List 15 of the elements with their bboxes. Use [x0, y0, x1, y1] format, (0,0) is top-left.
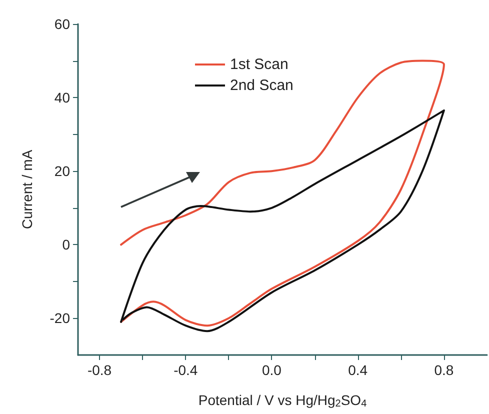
x-tick-label: -0.4 — [174, 362, 198, 378]
y-tick-label: -20 — [50, 310, 70, 326]
y-axis-title: Current / mA — [19, 149, 35, 230]
line-series — [120, 109, 445, 332]
y-tick-label: 0 — [62, 236, 70, 253]
y-tick-label: 40 — [54, 90, 70, 106]
x-tick-label: 0.0 — [262, 362, 282, 378]
legend-label: 2nd Scan — [230, 77, 294, 94]
x-tick-label: 0.8 — [434, 362, 454, 378]
y-tick-label: 20 — [54, 163, 70, 180]
y-tick-label: 60 — [54, 16, 70, 32]
legend-label: 1st Scan — [230, 56, 288, 73]
x-tick-label: -0.8 — [87, 362, 112, 378]
x-tick-label: 0.4 — [348, 362, 368, 378]
line-series — [120, 60, 445, 327]
